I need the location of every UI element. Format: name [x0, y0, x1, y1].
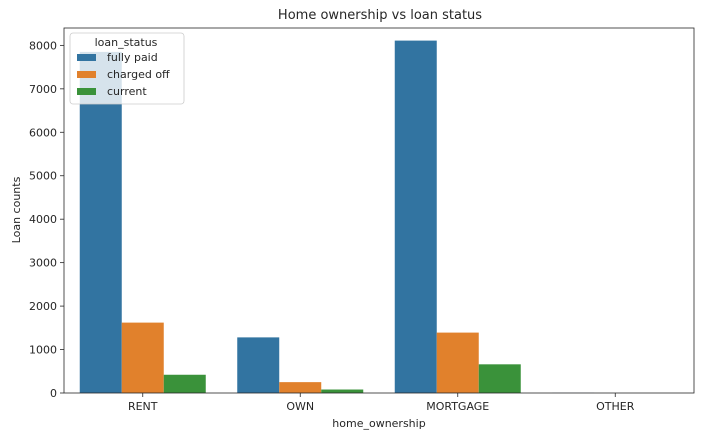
bar-charged-off-own [279, 382, 322, 393]
legend-entry: charged off [107, 68, 170, 81]
bar-current-mortgage [478, 364, 521, 393]
y-tick-label: 8000 [29, 39, 57, 52]
x-axis-label: home_ownership [332, 417, 425, 430]
x-tick-label: OWN [286, 400, 314, 413]
y-tick-label: 5000 [29, 170, 57, 183]
bar-charged-off-rent [121, 322, 164, 393]
y-tick-label: 0 [50, 387, 57, 400]
y-axis-label: Loan counts [10, 176, 23, 243]
bar-current-own [321, 389, 364, 393]
legend-entry: fully paid [107, 51, 158, 64]
y-tick-label: 1000 [29, 344, 57, 357]
x-axis: RENT OWN MORTGAGE OTHER [128, 393, 635, 413]
bar-fully-paid-mortgage [394, 40, 437, 393]
y-tick-label: 2000 [29, 300, 57, 313]
plot-frame [63, 27, 695, 394]
bar-charged-off-mortgage [436, 332, 479, 393]
x-tick-label: RENT [128, 400, 158, 413]
x-tick-label: MORTGAGE [426, 400, 489, 413]
chart-title: Home ownership vs loan status [278, 8, 482, 23]
y-tick-label: 6000 [29, 126, 57, 139]
legend-swatch [77, 71, 96, 78]
bar-fully-paid-own [237, 337, 280, 393]
y-tick-label: 7000 [29, 83, 57, 96]
y-tick-label: 3000 [29, 257, 57, 270]
y-axis: 0 1000 2000 3000 4000 5000 6000 7000 8000 [29, 39, 64, 400]
y-tick-label: 4000 [29, 213, 57, 226]
bar-fully-paid-rent [79, 51, 122, 394]
bars-group [79, 40, 595, 394]
legend-swatch [77, 88, 96, 95]
legend: loan_status fully paid charged off current [69, 32, 185, 105]
legend-entry: current [107, 85, 147, 98]
bar-current-rent [163, 374, 206, 393]
legend-title: loan_status [95, 36, 158, 49]
legend-swatch [77, 54, 96, 61]
x-tick-label: OTHER [596, 400, 635, 413]
legend-box [69, 32, 185, 105]
